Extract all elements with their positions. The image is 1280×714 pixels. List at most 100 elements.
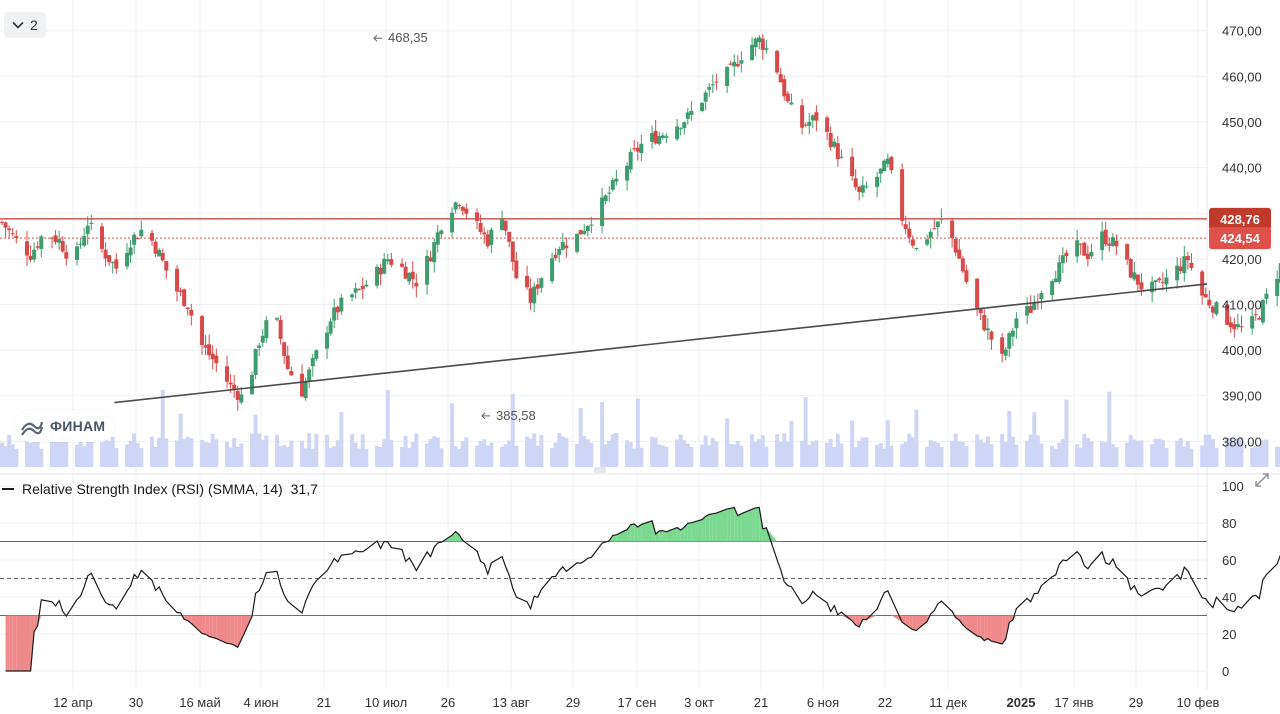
volume-bar <box>285 446 290 467</box>
candle-body <box>107 255 112 263</box>
candle-body <box>900 169 905 221</box>
volume-bar <box>1253 446 1258 467</box>
volume-bar <box>528 438 533 467</box>
volume-bar <box>328 448 333 467</box>
volume-bar <box>428 438 433 467</box>
volume-bar <box>78 439 83 467</box>
candle-body <box>1214 302 1219 315</box>
volume-bar <box>1075 444 1080 467</box>
rsi-oversold-fill <box>991 615 1003 644</box>
collapse-indicators-button[interactable]: 2 <box>4 12 46 38</box>
candle-body <box>128 247 133 256</box>
candle-body <box>685 112 690 119</box>
candle-body <box>985 328 990 331</box>
rsi-overbought-fill <box>366 540 378 542</box>
candle-body <box>678 128 683 130</box>
min-arrow <box>481 412 490 420</box>
candle-body <box>857 186 862 192</box>
volume-bar <box>682 440 687 467</box>
candle-body <box>975 278 980 310</box>
volume-bar <box>282 445 287 467</box>
volume-bar <box>325 434 330 467</box>
volume-bar <box>225 442 230 467</box>
candle-body <box>500 218 505 230</box>
candle-body <box>1007 333 1012 349</box>
volume-bar <box>375 445 380 467</box>
candle-body <box>225 366 230 382</box>
volume-bar <box>1250 447 1255 467</box>
volume-bar <box>75 444 80 467</box>
volume-bar <box>932 441 937 467</box>
candle-body <box>1025 306 1030 316</box>
volume-bar <box>450 403 455 467</box>
rsi-oversold-fill <box>855 615 860 627</box>
volume-bar <box>289 440 294 467</box>
volume-bar <box>664 446 669 467</box>
volume-bar <box>303 448 308 467</box>
candle-body <box>1082 242 1087 256</box>
candle-body <box>860 185 865 193</box>
volume-bar <box>50 433 55 467</box>
price-tick-label: 400,00 <box>1222 343 1262 358</box>
candle-body <box>228 382 233 385</box>
candle-body <box>235 390 240 400</box>
volume-bar <box>732 444 737 467</box>
volume-bar <box>10 444 15 467</box>
candle-body <box>682 122 687 129</box>
rsi-oversold-fill <box>205 615 210 637</box>
volume-bar <box>432 436 437 467</box>
volume-bar <box>778 441 783 467</box>
time-tick-label: 10 фев <box>1177 695 1220 710</box>
candle-body <box>475 212 480 222</box>
rsi-oversold-fill <box>5 615 10 671</box>
volume-bar <box>489 442 494 467</box>
volume-bar <box>875 444 880 467</box>
volume-bar <box>703 435 708 467</box>
volume-bar <box>414 433 419 467</box>
rsi-oversold-fill <box>12 615 17 671</box>
volume-bar <box>1057 442 1062 467</box>
volume-bar <box>360 434 365 467</box>
candle-body <box>1039 293 1044 300</box>
candle-body <box>700 102 705 112</box>
volume-bar <box>857 440 862 467</box>
volume-bar <box>578 408 583 467</box>
rsi-overbought-fill <box>452 531 456 542</box>
volume-bar <box>57 440 62 467</box>
volume-bar <box>310 448 315 467</box>
volume-bar <box>82 446 87 467</box>
volume-bar <box>1200 445 1205 467</box>
candle-body <box>1235 324 1240 327</box>
volume-bar <box>685 443 690 467</box>
candle-body <box>157 250 162 257</box>
candle-body <box>375 266 380 286</box>
candle-body <box>50 237 55 239</box>
volume-bar <box>510 393 515 467</box>
expand-icon[interactable] <box>1254 472 1270 488</box>
volume-bar <box>1139 440 1144 467</box>
candle-body <box>264 320 269 339</box>
candle-body <box>457 205 462 207</box>
rsi-oversold-fill <box>234 615 238 648</box>
chevron-down-icon <box>12 21 24 29</box>
rsi-overbought-fill <box>659 530 663 542</box>
rsi-oversold-fill <box>191 615 203 634</box>
candle-body <box>1150 281 1155 293</box>
rsi-oversold-fill <box>980 615 985 641</box>
rsi-legend[interactable]: Relative Strength Index (RSI) (SMMA, 14)… <box>0 481 318 497</box>
candle-body <box>1003 349 1008 356</box>
volume-bar <box>32 435 37 467</box>
time-tick-label: 10 июл <box>365 695 407 710</box>
candle-body <box>82 236 87 246</box>
volume-bar <box>160 390 165 467</box>
candle-body <box>1064 252 1069 256</box>
candle-body <box>325 332 330 349</box>
volume-bar <box>175 440 180 467</box>
candle-body <box>932 228 937 230</box>
price-tick-label: 450,00 <box>1222 115 1262 130</box>
candle-body <box>739 60 744 64</box>
trend-line[interactable] <box>114 283 1208 404</box>
candle-body <box>214 355 219 364</box>
candle-body <box>282 342 287 356</box>
candle-body <box>335 306 340 313</box>
